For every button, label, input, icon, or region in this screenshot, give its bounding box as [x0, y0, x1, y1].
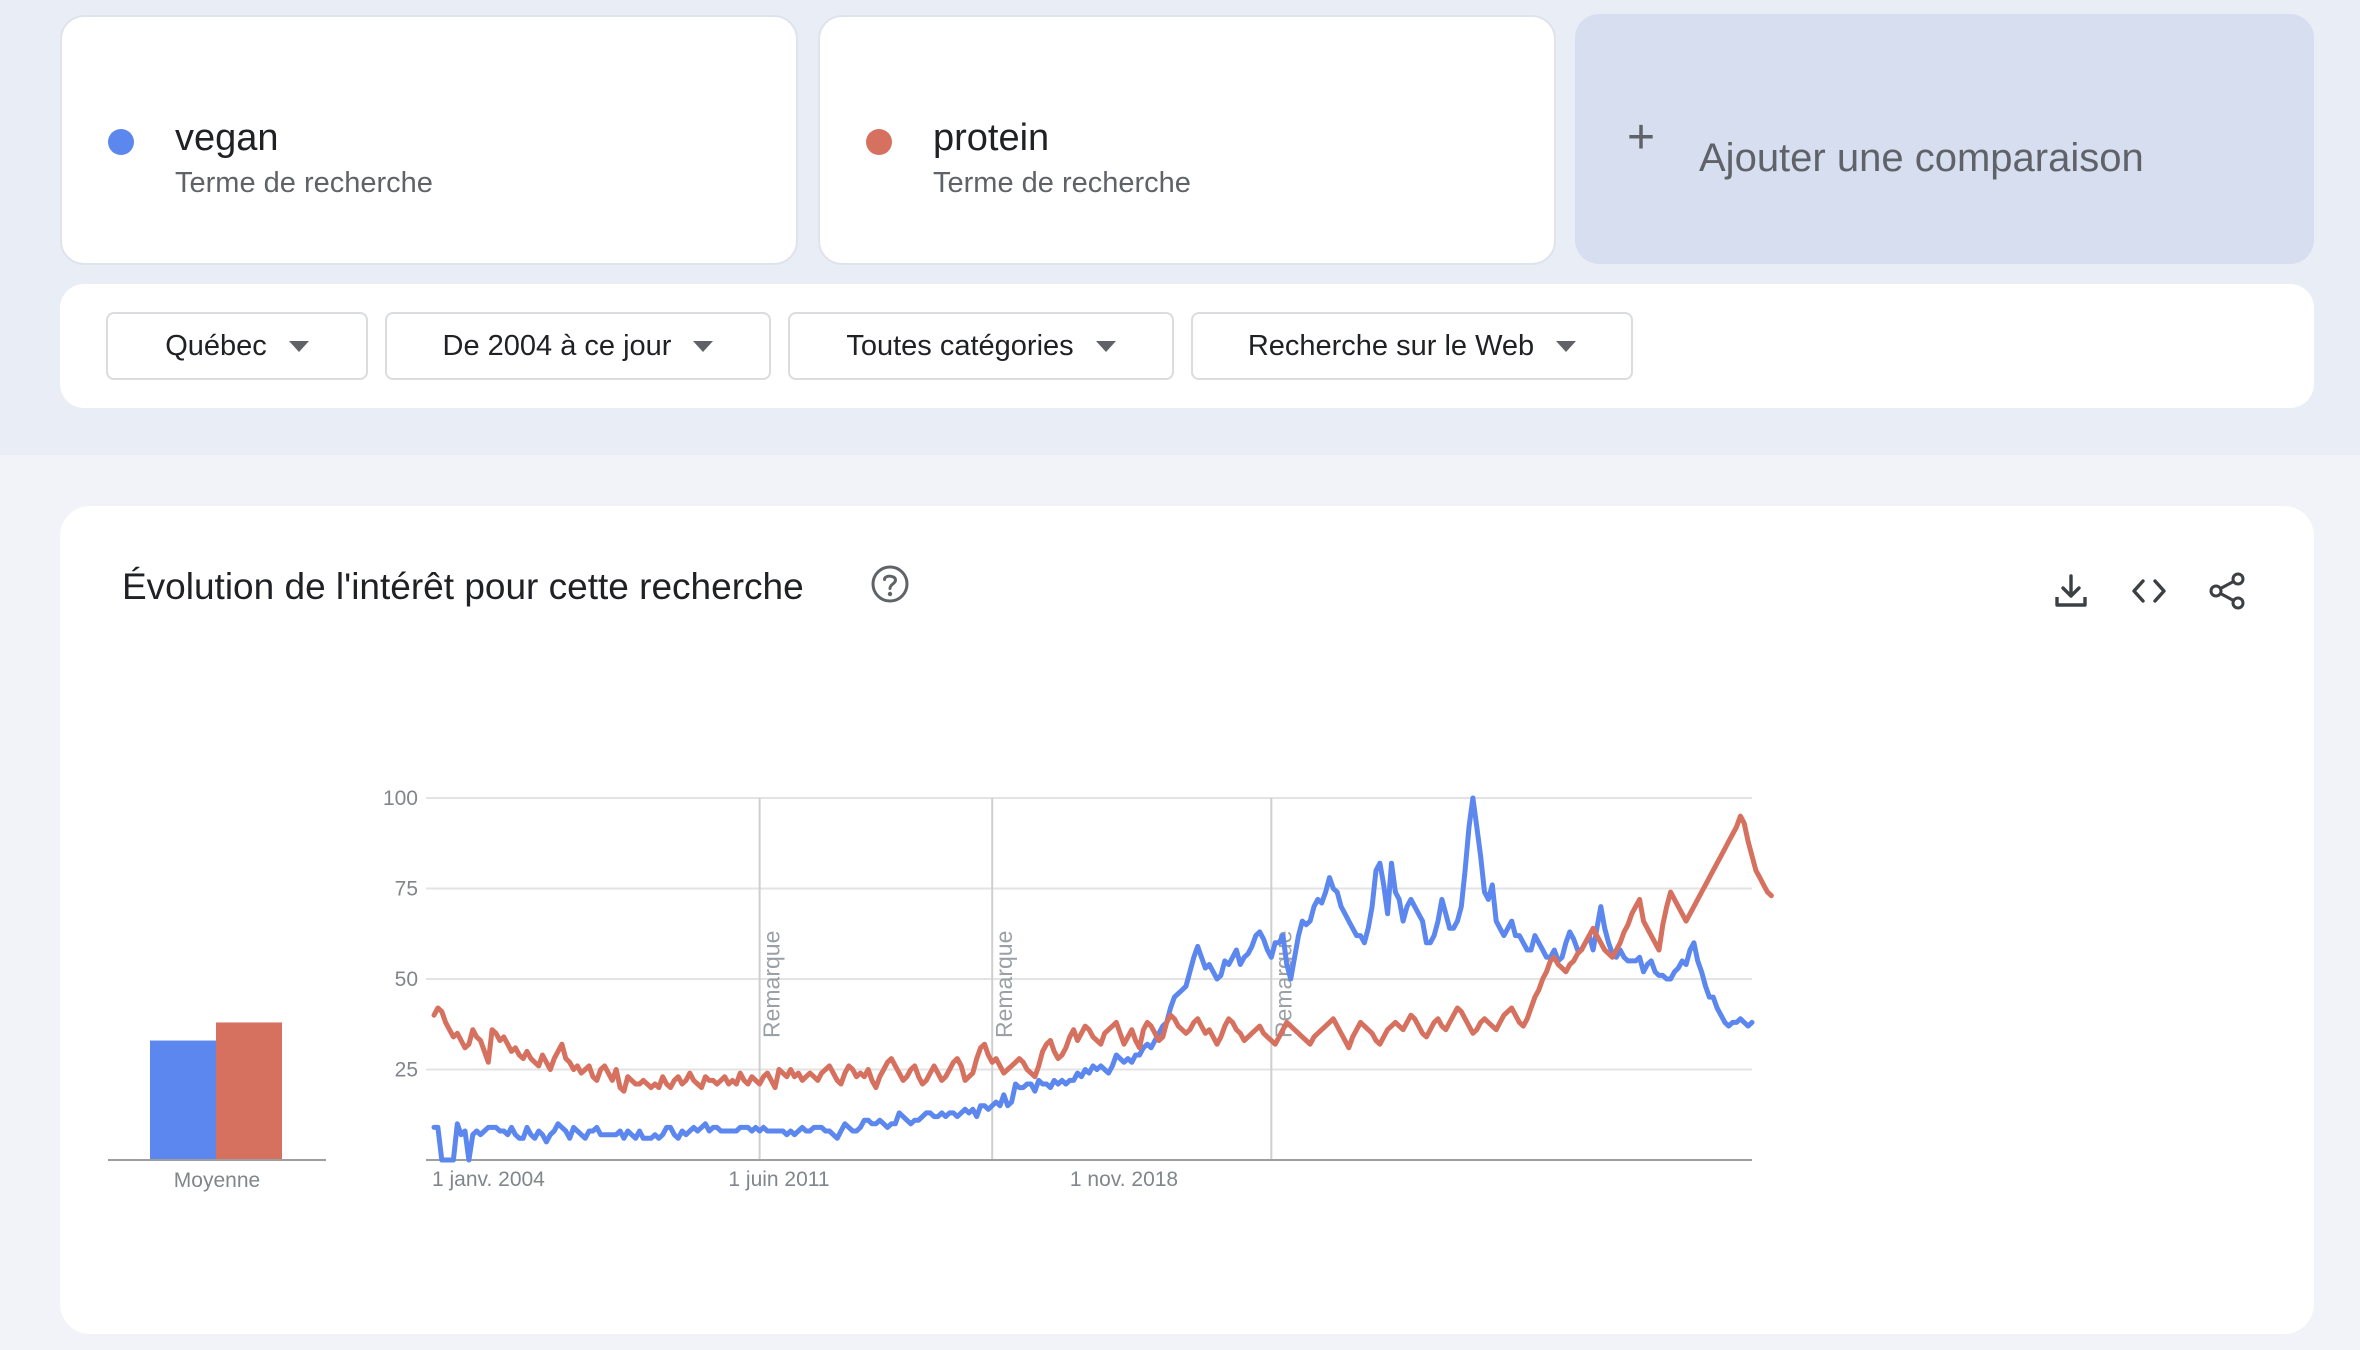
plus-icon: +: [1627, 111, 1656, 164]
term-subtitle: Terme de recherche: [175, 167, 433, 199]
embed-icon[interactable]: [2130, 572, 2168, 610]
x-tick-label: 1 janv. 2004: [432, 1168, 545, 1191]
caret-down-icon: [1095, 340, 1116, 352]
add-comparison-button[interactable]: + Ajouter une comparaison: [1575, 14, 2314, 264]
series-line-vegan: [431, 795, 1755, 1163]
series-line-protein: [431, 813, 1774, 1094]
y-tick-label: 75: [395, 878, 418, 901]
share-icon[interactable]: [2208, 572, 2246, 610]
y-tick-label: 25: [395, 1059, 418, 1082]
term-name[interactable]: protein: [933, 117, 1050, 159]
filter-period-dropdown[interactable]: De 2004 à ce jour: [385, 312, 771, 380]
add-comparison-label: Ajouter une comparaison: [1699, 136, 2144, 180]
series-color-dot: [108, 129, 134, 155]
annotation-label: Remarque: [991, 931, 1017, 1038]
filter-search-type-dropdown[interactable]: Recherche sur le Web: [1191, 312, 1633, 380]
x-tick-label: 1 juin 2011: [728, 1168, 829, 1191]
filter-label: Québec: [165, 329, 267, 362]
filter-label: De 2004 à ce jour: [442, 329, 672, 362]
term-name[interactable]: vegan: [175, 117, 279, 159]
x-tick-label: 1 nov. 2018: [1070, 1168, 1178, 1191]
filter-category-dropdown[interactable]: Toutes catégories: [788, 312, 1174, 380]
panel-title: Évolution de l'intérêt pour cette recher…: [122, 566, 804, 607]
interest-over-time-panel: Évolution de l'intérêt pour cette recher…: [60, 506, 2314, 1334]
annotation-label: Remarque: [759, 931, 785, 1038]
caret-down-icon: [693, 340, 714, 352]
term-card-vegan[interactable]: vegan Terme de recherche: [60, 15, 798, 265]
term-card-protein[interactable]: protein Terme de recherche: [818, 15, 1556, 265]
average-bar-vegan: [150, 1040, 216, 1160]
series-color-dot: [866, 129, 892, 155]
filter-label: Recherche sur le Web: [1247, 329, 1535, 362]
help-icon[interactable]: [870, 564, 910, 604]
filter-region-dropdown[interactable]: Québec: [106, 312, 368, 380]
filter-label: Toutes catégories: [846, 329, 1074, 362]
caret-down-icon: [1556, 340, 1577, 352]
download-icon[interactable]: [2052, 572, 2090, 610]
average-bar-protein: [216, 1022, 282, 1160]
caret-down-icon: [288, 340, 309, 352]
y-tick-label: 50: [395, 968, 418, 991]
y-tick-label: 100: [383, 787, 418, 810]
filter-bar: Québec De 2004 à ce jour Toutes catégori…: [60, 284, 2314, 408]
term-subtitle: Terme de recherche: [933, 167, 1191, 199]
bar-category-label: Moyenne: [174, 1169, 260, 1192]
